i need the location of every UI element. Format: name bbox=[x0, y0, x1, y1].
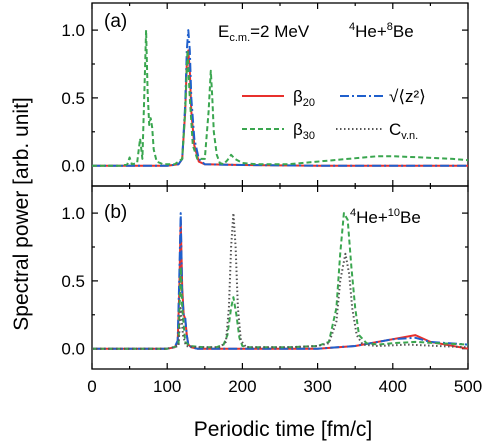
panel-a-reaction-annotation: 4He+8Be bbox=[349, 21, 414, 41]
legend-z2-label: √⟨z²⟩ bbox=[389, 87, 426, 106]
y-axis-label: Spectral power [arb. unit] bbox=[10, 97, 33, 330]
panel-a: 0.0 0.5 1.0 (a) Ec.m.=2 MeV 4He+8Be β20 √⟨… bbox=[61, 2, 469, 187]
x-tick-label: 0 bbox=[87, 377, 96, 396]
panel-a-series-z2 bbox=[92, 29, 468, 167]
panel-a-y-tick-label: 1.0 bbox=[61, 21, 85, 40]
panel-b-series-z2 bbox=[92, 212, 469, 350]
panel-b-ticks: 0.0 0.5 1.0 0 100 200 300 400 500 bbox=[61, 186, 482, 396]
panel-a-label: (a) bbox=[104, 11, 127, 32]
panel-b-series-beta20 bbox=[92, 218, 469, 350]
x-axis-label: Periodic time [fm/c] bbox=[194, 418, 373, 441]
panel-a-lines bbox=[92, 29, 469, 167]
x-tick-label: 200 bbox=[228, 377, 256, 396]
panel-b-y-tick-label: 0.5 bbox=[61, 272, 85, 291]
panel-a-y-tick-label: 0.0 bbox=[61, 157, 85, 176]
legend-beta20-label: β20 bbox=[293, 87, 315, 109]
panel-b-series-cvn bbox=[92, 212, 469, 350]
panel-b-reaction-annotation: 4He+10Be bbox=[350, 207, 421, 227]
panel-b-series-beta30 bbox=[92, 212, 469, 350]
x-tick-label: 100 bbox=[153, 377, 181, 396]
legend-beta30-label: β30 bbox=[293, 120, 315, 142]
panel-a-energy-annotation: Ec.m.=2 MeV bbox=[218, 22, 310, 44]
panel-b: 0.0 0.5 1.0 0 100 200 300 400 500 (b) 4He+10Be bbox=[61, 185, 482, 396]
panel-a-series-beta30 bbox=[92, 29, 469, 167]
legend-cvn-label: Cv.n. bbox=[389, 120, 418, 142]
panel-b-lines bbox=[92, 212, 469, 350]
panel-b-label: (b) bbox=[104, 202, 127, 223]
x-tick-label: 500 bbox=[454, 377, 482, 396]
x-tick-label: 400 bbox=[379, 377, 407, 396]
panel-a-ticks: 0.0 0.5 1.0 bbox=[61, 3, 469, 186]
panel-b-y-tick-label: 1.0 bbox=[61, 204, 85, 223]
panel-b-y-tick-label: 0.0 bbox=[61, 340, 85, 359]
panel-a-y-tick-label: 0.5 bbox=[61, 89, 85, 108]
x-tick-label: 300 bbox=[303, 377, 331, 396]
legend: β20 √⟨z²⟩ β30 Cv.n. bbox=[242, 87, 426, 142]
